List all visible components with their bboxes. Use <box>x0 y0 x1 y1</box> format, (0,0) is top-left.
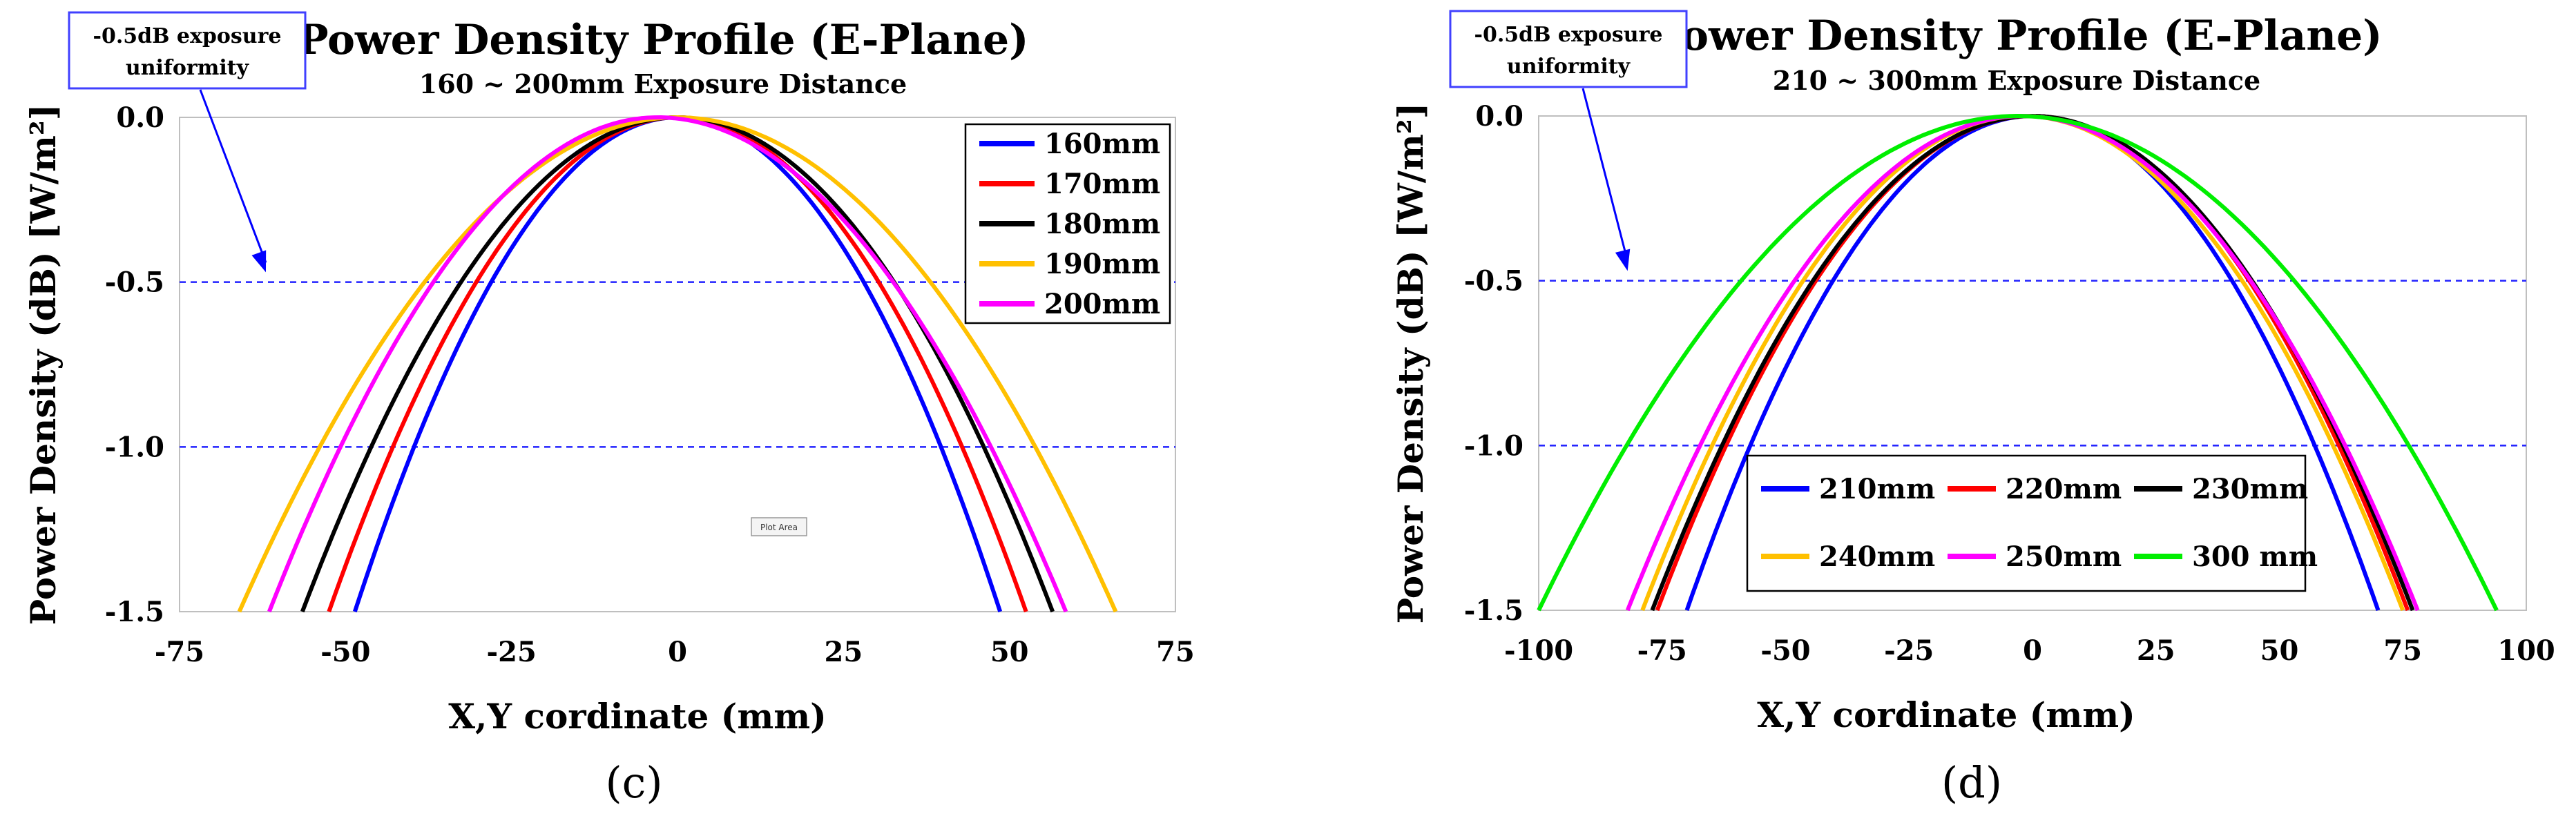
x-tick-label: 75 <box>2383 634 2422 667</box>
annotation-line-2: uniformity <box>126 56 250 80</box>
x-axis-label: X,Y cordinate (mm) <box>1757 694 2135 735</box>
x-tick-label: -50 <box>320 636 370 668</box>
legend-label: 200mm <box>1044 288 1160 320</box>
series-line <box>267 115 1068 613</box>
annotation-box <box>1449 10 1688 88</box>
y-tick-label: 0.0 <box>116 101 164 134</box>
x-tick-label: 100 <box>2497 634 2555 667</box>
legend-label: 250mm <box>2006 541 2122 573</box>
legend-label: 160mm <box>1044 128 1160 160</box>
x-tick-label: 0 <box>668 636 687 668</box>
x-tick-label: -50 <box>1760 634 1810 667</box>
annotation-arrow <box>1582 88 1629 262</box>
annotation-arrowhead <box>251 250 267 273</box>
y-tick-label: -0.5 <box>105 266 164 299</box>
chart-subtitle: 160 ~ 200mm Exposure Distance <box>419 68 907 99</box>
y-tick-label: -1.0 <box>1464 429 1524 462</box>
series-lines <box>1537 114 2499 612</box>
chart-title: Power Density Profile (E-Plane) <box>1651 12 2382 60</box>
y-tick-label: -1.5 <box>105 596 164 628</box>
y-tick-label: -1.5 <box>1464 594 1524 627</box>
plot-area-tag-box <box>751 517 807 536</box>
x-tick-labels: -100 -75 -50 -25 0 25 50 75 100 <box>1504 634 2555 667</box>
annotation-box <box>68 11 307 90</box>
series-lines <box>237 115 1118 613</box>
series-line <box>1537 114 2499 612</box>
legend-label: 230mm <box>2192 473 2308 505</box>
x-tick-label: -25 <box>487 636 537 668</box>
x-tick-label: 0 <box>2023 634 2042 667</box>
chart-panel-d: 0.0-0.5-1.0-1.5 -100 -75 -50 -25 0 25 50 75 100 … <box>1390 10 2555 808</box>
x-axis-label: X,Y cordinate (mm) <box>448 696 827 737</box>
x-tick-label: 50 <box>2260 634 2299 667</box>
y-tick-label: -1.0 <box>105 431 164 463</box>
annotation-callout: -0.5dB exposure uniformity <box>68 11 307 273</box>
panel-label: (c) <box>605 757 662 808</box>
y-tick-labels: 0.0 -0.5 -1.0 -1.5 <box>1464 100 1524 627</box>
legend-label: 180mm <box>1044 208 1160 240</box>
x-tick-label: -75 <box>1637 634 1687 667</box>
annotation-arrowhead <box>1615 249 1631 271</box>
x-tick-label: -75 <box>155 636 204 668</box>
x-tick-label: 25 <box>2137 634 2175 667</box>
legend: 160mm 170mm 180mm 190mm 200mm <box>964 123 1171 324</box>
plot-area-tag-text: Plot Area <box>760 523 798 532</box>
reference-lines <box>1539 280 2526 447</box>
x-tick-label: 50 <box>990 636 1029 668</box>
x-tick-label: 75 <box>1156 636 1195 668</box>
annotation-line-1: -0.5dB exposure <box>1474 23 1663 47</box>
x-tick-labels: -75 -50 -25 0 25 50 75 <box>155 636 1195 668</box>
y-axis-label: Power Density (dB) [W/m²] <box>23 104 64 625</box>
annotation-line-2: uniformity <box>1507 55 1631 79</box>
chart-subtitle: 210 ~ 300mm Exposure Distance <box>1773 65 2260 96</box>
legend-label: 210mm <box>1819 473 1935 505</box>
chart-title: Power Density Profile (E-Plane) <box>297 16 1028 64</box>
x-tick-label: -100 <box>1504 634 1573 667</box>
legend-label: 170mm <box>1044 168 1160 200</box>
annotation-arrow <box>199 89 267 263</box>
chart-panel-c: 0.0 -0.5 -1.0 -1.5 -75 -50 -25 0 25 50 75 Power D… <box>23 11 1195 808</box>
y-axis-label: Power Density (dB) [W/m²] <box>1390 103 1431 624</box>
legend-box <box>1746 454 2307 592</box>
y-tick-label: 0.0 <box>1475 100 1524 133</box>
x-tick-label: 25 <box>824 636 863 668</box>
y-tick-label: -0.5 <box>1464 265 1524 298</box>
legend-label: 220mm <box>2006 473 2122 505</box>
annotation-line-1: -0.5dB exposure <box>93 24 282 48</box>
legend-label: 190mm <box>1044 248 1160 280</box>
legend: 210mm 220mm 230mm 240mm 250mm 300 mm <box>1746 454 2318 592</box>
annotation-callout: -0.5dB exposure uniformity <box>1449 10 1688 271</box>
plot-area-tag: Plot Area <box>751 517 807 536</box>
y-tick-labels: 0.0 -0.5 -1.0 -1.5 <box>105 101 164 628</box>
panel-label: (d) <box>1941 757 2002 808</box>
x-tick-label: -25 <box>1884 634 1934 667</box>
legend-label: 240mm <box>1819 541 1935 573</box>
legend-label: 300 mm <box>2192 541 2318 573</box>
